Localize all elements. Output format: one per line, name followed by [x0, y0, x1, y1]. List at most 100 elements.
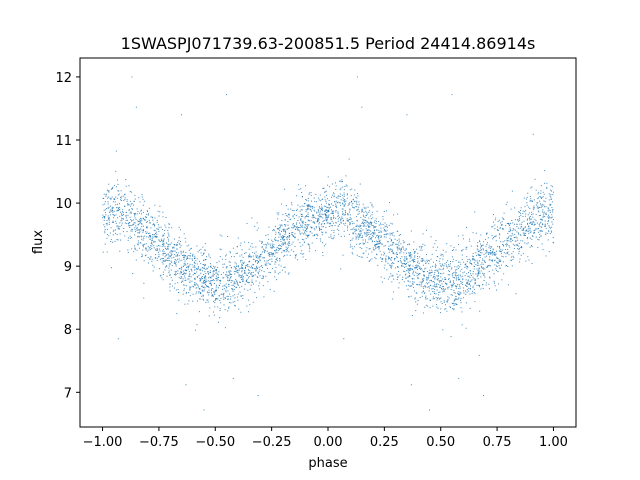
- scatter-point: [220, 293, 222, 295]
- scatter-point: [279, 224, 281, 226]
- scatter-point: [288, 213, 290, 215]
- scatter-point: [444, 282, 446, 284]
- scatter-point: [212, 294, 214, 296]
- scatter-point: [123, 218, 124, 220]
- scatter-point: [460, 276, 462, 278]
- scatter-point: [232, 247, 234, 249]
- scatter-point: [251, 243, 253, 245]
- scatter-point: [376, 229, 378, 231]
- scatter-point: [301, 253, 303, 255]
- scatter-point: [502, 218, 504, 220]
- scatter-point: [432, 261, 434, 263]
- scatter-point: [323, 187, 325, 189]
- scatter-point: [396, 257, 398, 259]
- scatter-point: [195, 269, 197, 271]
- scatter-point: [223, 288, 225, 290]
- scatter-point: [185, 270, 187, 272]
- scatter-point: [499, 227, 501, 229]
- scatter-point: [506, 245, 508, 247]
- scatter-point: [251, 266, 253, 268]
- scatter-point: [118, 227, 120, 229]
- scatter-point: [156, 236, 158, 237]
- scatter-point: [453, 271, 455, 273]
- scatter-point: [162, 240, 164, 242]
- scatter-point: [512, 228, 514, 230]
- scatter-point: [177, 273, 179, 274]
- scatter-point: [383, 267, 385, 269]
- scatter-point: [156, 259, 158, 261]
- scatter-point: [450, 289, 452, 291]
- scatter-point: [525, 198, 527, 200]
- scatter-point: [402, 265, 404, 267]
- scatter-point: [120, 197, 122, 199]
- scatter-point: [446, 300, 448, 302]
- scatter-point: [299, 224, 301, 226]
- scatter-point: [373, 227, 375, 229]
- scatter-point: [353, 229, 355, 231]
- scatter-point: [287, 237, 289, 239]
- scatter-point: [208, 315, 210, 317]
- scatter-point: [214, 290, 216, 292]
- scatter-point: [456, 286, 458, 288]
- scatter-point: [428, 274, 430, 276]
- scatter-point: [365, 207, 367, 209]
- scatter-point: [508, 230, 510, 232]
- scatter-point: [391, 250, 393, 252]
- scatter-point: [531, 263, 533, 265]
- scatter-point: [278, 264, 280, 266]
- scatter-point: [284, 242, 286, 244]
- scatter-point: [441, 278, 443, 280]
- scatter-point: [435, 286, 437, 288]
- scatter-point: [431, 288, 433, 290]
- scatter-point: [272, 268, 274, 270]
- scatter-point: [370, 238, 372, 240]
- scatter-point: [333, 237, 335, 239]
- scatter-point: [120, 190, 122, 192]
- scatter-point: [295, 255, 297, 257]
- scatter-point: [409, 274, 411, 276]
- scatter-point: [162, 279, 164, 281]
- scatter-point: [139, 212, 141, 214]
- x-axis-label: phase: [308, 456, 347, 471]
- scatter-point: [535, 204, 537, 206]
- scatter-point: [205, 276, 207, 278]
- scatter-point: [391, 239, 393, 241]
- scatter-point: [360, 234, 362, 236]
- scatter-point: [518, 233, 520, 235]
- scatter-point: [344, 224, 346, 226]
- scatter-point: [249, 255, 251, 257]
- scatter-point: [423, 278, 425, 280]
- scatter-point: [523, 228, 525, 230]
- scatter-point: [486, 255, 488, 257]
- scatter-point: [318, 222, 320, 224]
- scatter-point: [439, 298, 441, 300]
- scatter-point: [223, 294, 225, 296]
- scatter-point: [279, 227, 281, 229]
- scatter-point: [255, 268, 257, 270]
- scatter-point: [134, 248, 136, 250]
- scatter-point: [112, 207, 114, 209]
- scatter-point: [256, 229, 258, 231]
- scatter-point: [241, 285, 243, 287]
- scatter-point: [483, 268, 485, 270]
- scatter-point: [552, 209, 554, 210]
- scatter-point: [439, 273, 441, 275]
- scatter-point: [425, 298, 427, 300]
- scatter-point: [352, 203, 354, 205]
- scatter-point: [231, 288, 233, 290]
- scatter-point: [497, 229, 499, 231]
- scatter-point: [374, 237, 376, 239]
- scatter-point: [302, 215, 304, 217]
- scatter-point: [339, 189, 341, 191]
- scatter-point: [350, 244, 352, 246]
- scatter-point: [170, 252, 172, 254]
- scatter-point: [442, 264, 444, 266]
- scatter-point: [358, 256, 360, 257]
- scatter-point: [133, 251, 135, 253]
- scatter-point: [525, 260, 527, 262]
- scatter-point: [391, 281, 393, 283]
- scatter-point: [410, 267, 412, 269]
- scatter-point: [404, 256, 406, 258]
- scatter-point: [317, 235, 319, 237]
- scatter-point: [356, 219, 358, 221]
